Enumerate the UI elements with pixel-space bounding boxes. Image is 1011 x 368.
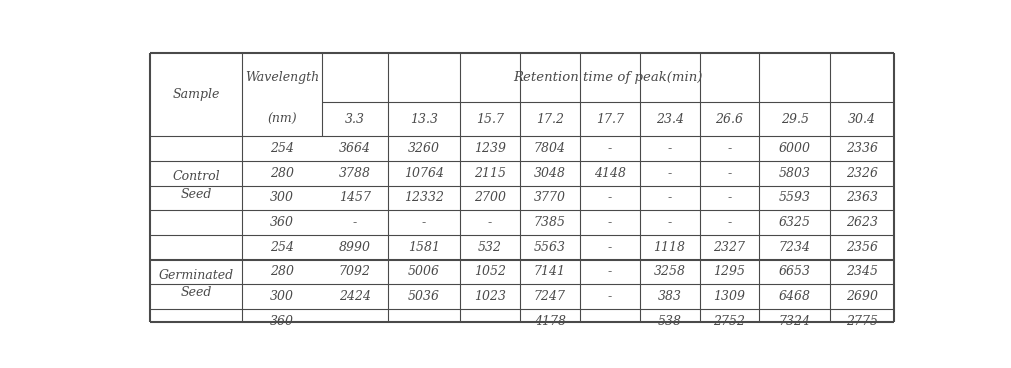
Text: 7804: 7804 (534, 142, 566, 155)
Text: 5803: 5803 (778, 167, 811, 180)
Text: 2345: 2345 (846, 265, 879, 278)
Text: 1457: 1457 (339, 191, 371, 204)
Text: 3258: 3258 (653, 265, 685, 278)
Text: -: - (487, 315, 492, 328)
Text: 254: 254 (270, 142, 294, 155)
Text: 10764: 10764 (403, 167, 444, 180)
Text: -: - (608, 191, 612, 204)
Text: 7247: 7247 (534, 290, 566, 303)
Text: 2115: 2115 (474, 167, 506, 180)
Text: 254: 254 (270, 241, 294, 254)
Text: 6325: 6325 (778, 216, 811, 229)
Text: -: - (422, 216, 426, 229)
Text: -: - (608, 142, 612, 155)
Text: 3664: 3664 (339, 142, 371, 155)
Text: 2424: 2424 (339, 290, 371, 303)
Text: 12332: 12332 (403, 191, 444, 204)
Text: 6000: 6000 (778, 142, 811, 155)
Text: Retention time of peak(min): Retention time of peak(min) (514, 71, 703, 84)
Text: -: - (608, 290, 612, 303)
Text: 300: 300 (270, 191, 294, 204)
Text: 2356: 2356 (846, 241, 879, 254)
Text: 5593: 5593 (778, 191, 811, 204)
Text: 3260: 3260 (407, 142, 440, 155)
Text: 4148: 4148 (593, 167, 626, 180)
Text: 2326: 2326 (846, 167, 879, 180)
Text: 26.6: 26.6 (716, 113, 743, 126)
Text: 2700: 2700 (474, 191, 506, 204)
Text: 29.5: 29.5 (780, 113, 809, 126)
Text: 1581: 1581 (407, 241, 440, 254)
Text: -: - (727, 216, 732, 229)
Text: -: - (608, 265, 612, 278)
Text: 2775: 2775 (846, 315, 879, 328)
Text: -: - (727, 191, 732, 204)
Text: 1052: 1052 (474, 265, 506, 278)
Text: 2623: 2623 (846, 216, 879, 229)
Text: 7092: 7092 (339, 265, 371, 278)
Text: 7141: 7141 (534, 265, 566, 278)
Text: 23.4: 23.4 (655, 113, 683, 126)
Text: -: - (487, 216, 492, 229)
Text: -: - (727, 167, 732, 180)
Text: 13.3: 13.3 (409, 113, 438, 126)
Text: 17.7: 17.7 (595, 113, 624, 126)
Text: Germinated: Germinated (159, 269, 234, 282)
Text: Control: Control (172, 170, 220, 183)
Text: 3770: 3770 (534, 191, 566, 204)
Text: 280: 280 (270, 265, 294, 278)
Text: 3788: 3788 (339, 167, 371, 180)
Text: 7234: 7234 (778, 241, 811, 254)
Text: 2336: 2336 (846, 142, 879, 155)
Text: 17.2: 17.2 (536, 113, 564, 126)
Text: 5563: 5563 (534, 241, 566, 254)
Text: 532: 532 (478, 241, 501, 254)
Text: 3.3: 3.3 (345, 113, 365, 126)
Text: 5006: 5006 (407, 265, 440, 278)
Text: -: - (422, 315, 426, 328)
Text: -: - (667, 167, 671, 180)
Text: 2327: 2327 (714, 241, 745, 254)
Text: 1295: 1295 (714, 265, 745, 278)
Text: (nm): (nm) (267, 113, 297, 126)
Text: 2752: 2752 (714, 315, 745, 328)
Text: 1118: 1118 (653, 241, 685, 254)
Text: 15.7: 15.7 (476, 113, 503, 126)
Text: 6468: 6468 (778, 290, 811, 303)
Text: 3048: 3048 (534, 167, 566, 180)
Text: 300: 300 (270, 290, 294, 303)
Text: Seed: Seed (180, 286, 212, 299)
Text: 360: 360 (270, 216, 294, 229)
Text: 8990: 8990 (339, 241, 371, 254)
Text: Wavelength: Wavelength (245, 71, 319, 84)
Text: 1239: 1239 (474, 142, 506, 155)
Text: -: - (353, 315, 357, 328)
Text: 7385: 7385 (534, 216, 566, 229)
Text: -: - (608, 241, 612, 254)
Text: -: - (608, 315, 612, 328)
Text: -: - (667, 191, 671, 204)
Text: 1023: 1023 (474, 290, 506, 303)
Text: 4178: 4178 (534, 315, 566, 328)
Text: 383: 383 (657, 290, 681, 303)
Text: 7324: 7324 (778, 315, 811, 328)
Text: 2690: 2690 (846, 290, 879, 303)
Text: 538: 538 (657, 315, 681, 328)
Text: 6653: 6653 (778, 265, 811, 278)
Text: -: - (727, 142, 732, 155)
Text: -: - (608, 216, 612, 229)
Text: 30.4: 30.4 (848, 113, 877, 126)
Text: 280: 280 (270, 167, 294, 180)
Text: -: - (667, 216, 671, 229)
Text: 360: 360 (270, 315, 294, 328)
Text: 1309: 1309 (714, 290, 745, 303)
Text: 5036: 5036 (407, 290, 440, 303)
Text: Seed: Seed (180, 188, 212, 201)
Text: -: - (353, 216, 357, 229)
Text: -: - (667, 142, 671, 155)
Text: Sample: Sample (173, 88, 219, 101)
Text: 2363: 2363 (846, 191, 879, 204)
